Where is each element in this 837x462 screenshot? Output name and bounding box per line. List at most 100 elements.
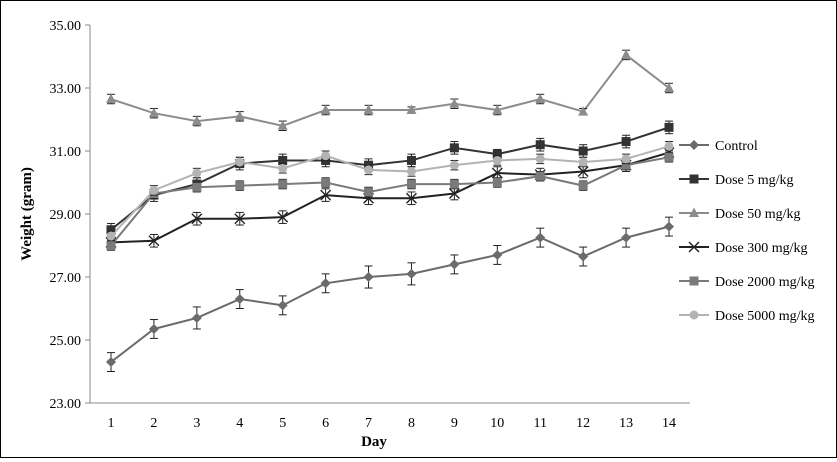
data-point — [491, 167, 503, 179]
data-point — [320, 278, 331, 289]
data-point — [106, 225, 116, 235]
x-tick-label: 9 — [451, 416, 458, 431]
data-point — [192, 182, 202, 192]
y-tick-label: 31.00 — [50, 145, 82, 160]
data-point — [449, 143, 459, 153]
data-point — [664, 122, 674, 132]
x-marker-stroke — [577, 165, 589, 177]
data-point — [406, 155, 416, 165]
data-point — [191, 115, 202, 126]
y-tick-label: 33.00 — [50, 82, 82, 97]
x-tick-label: 2 — [150, 416, 157, 431]
data-point — [363, 104, 374, 115]
data-point — [149, 185, 159, 195]
data-point — [106, 241, 116, 250]
x-marker-stroke — [148, 235, 160, 247]
x-tick-label: 7 — [365, 416, 372, 431]
data-point — [106, 93, 116, 104]
legend-item: Control — [679, 139, 758, 154]
legend-marker — [689, 276, 699, 286]
x-tick-label: 6 — [322, 416, 329, 431]
x-marker-stroke — [688, 241, 700, 253]
data-point — [364, 187, 374, 197]
data-point — [277, 211, 289, 223]
x-tick-label: 11 — [533, 416, 546, 431]
y-tick-label: 35.00 — [50, 19, 82, 34]
x-axis-title: Day — [361, 434, 387, 450]
legend-item: Dose 300 mg/kg — [679, 241, 808, 256]
series-dose-5000-mg-kg — [106, 141, 674, 242]
legend-marker — [689, 310, 699, 320]
data-point — [191, 312, 202, 323]
data-point — [578, 157, 588, 167]
data-point — [535, 93, 546, 104]
data-point — [621, 137, 631, 147]
data-point — [406, 104, 417, 115]
series-control — [106, 216, 674, 372]
data-point — [106, 231, 116, 241]
data-point — [578, 106, 589, 116]
data-point — [235, 157, 245, 167]
x-tick-label: 13 — [619, 416, 633, 431]
data-point — [535, 154, 545, 164]
data-point — [148, 107, 159, 118]
data-point — [535, 140, 545, 150]
data-point — [621, 154, 631, 164]
series-dose-50-mg-kg — [106, 49, 674, 132]
x-marker-stroke — [277, 211, 289, 223]
series-line — [110, 156, 670, 247]
legend-marker — [688, 241, 700, 253]
x-marker-stroke — [234, 213, 246, 225]
legend-label: Dose 50 mg/kg — [715, 207, 801, 222]
data-point — [492, 104, 503, 115]
y-tick-label: 29.00 — [50, 208, 82, 223]
data-point — [664, 82, 674, 92]
data-point — [535, 232, 546, 243]
legend-label: Dose 300 mg/kg — [715, 241, 808, 256]
x-marker-stroke — [448, 188, 460, 200]
y-axis-title: Weight (gram) — [19, 167, 35, 261]
data-point — [320, 189, 332, 201]
data-point — [492, 155, 502, 165]
data-point — [363, 272, 374, 282]
legend-label: Control — [715, 139, 758, 154]
data-point — [192, 168, 202, 178]
legend-marker — [689, 174, 699, 184]
data-point — [234, 294, 245, 305]
legend-item: Dose 50 mg/kg — [679, 207, 801, 222]
data-point — [320, 104, 331, 115]
data-point — [234, 213, 246, 225]
legend-marker — [689, 207, 699, 217]
data-point — [148, 235, 160, 247]
series-group — [105, 49, 675, 372]
legend-marker — [689, 140, 699, 150]
x-tick-label: 12 — [576, 416, 590, 431]
data-point — [621, 49, 632, 59]
legend-item: Dose 2000 mg/kg — [679, 275, 815, 290]
legend-item: Dose 5000 mg/kg — [679, 309, 815, 324]
data-point — [492, 149, 502, 159]
series-line — [110, 145, 670, 237]
data-point — [321, 178, 331, 187]
data-point — [448, 188, 460, 200]
data-point — [664, 221, 674, 232]
data-point — [406, 268, 417, 279]
x-marker-stroke — [320, 189, 332, 201]
legend-label: Dose 5 mg/kg — [715, 173, 794, 188]
data-point — [106, 357, 116, 368]
x-tick-label: 3 — [193, 416, 200, 431]
x-tick-label: 5 — [279, 416, 286, 431]
data-point — [406, 179, 416, 189]
data-point — [406, 166, 416, 176]
y-tick-label: 27.00 — [50, 271, 82, 286]
series-dose-2000-mg-kg — [106, 152, 674, 251]
x-tick-label: 14 — [662, 416, 676, 431]
series-line — [110, 151, 670, 244]
data-point — [577, 165, 589, 177]
x-marker-stroke — [405, 192, 417, 204]
data-point — [578, 146, 588, 156]
x-tick-label: 1 — [108, 416, 115, 431]
data-point — [535, 171, 545, 181]
data-point — [364, 165, 374, 175]
